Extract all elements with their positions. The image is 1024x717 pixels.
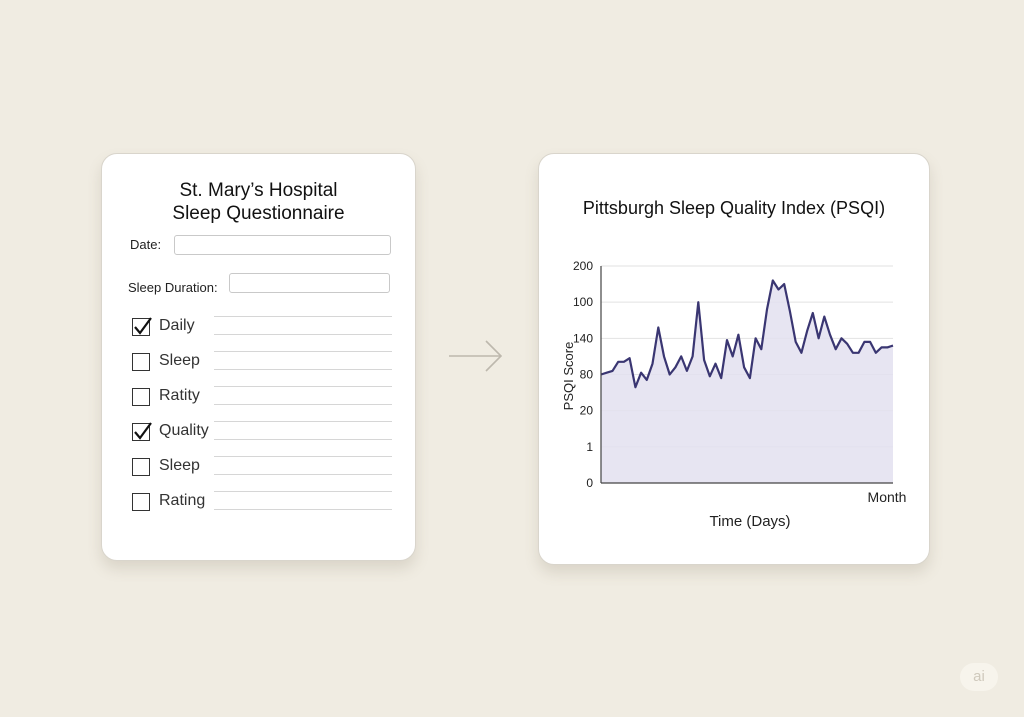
y-tick-label: 0: [586, 476, 593, 490]
y-tick-label: 20: [580, 404, 594, 418]
y-tick-label: 100: [573, 295, 593, 309]
date-input[interactable]: [174, 235, 391, 255]
form-title-line2: Sleep Questionnaire: [172, 203, 345, 224]
checklist-item: Daily: [132, 316, 392, 340]
y-axis-label: PSQI Score: [561, 342, 576, 411]
checklist-item: Rating: [132, 491, 392, 515]
questionnaire-card: St. Mary’s Hospital Sleep Questionnaire …: [101, 153, 416, 561]
ai-badge: ai: [960, 663, 998, 691]
checkbox[interactable]: [132, 458, 150, 476]
x-axis-label: Time (Days): [709, 513, 790, 530]
sleep-duration-input[interactable]: [229, 273, 390, 293]
form-title-line1: St. Mary’s Hospital: [179, 180, 338, 201]
answer-line: [214, 316, 392, 335]
answer-line: [214, 351, 392, 370]
checkbox-label: Sleep: [159, 457, 200, 474]
arrow-right-icon: [449, 340, 503, 372]
y-tick-label: 200: [573, 259, 593, 273]
checklist-item: Ratity: [132, 386, 392, 410]
checkbox-label: Ratity: [159, 387, 200, 404]
checkbox-label: Daily: [159, 317, 195, 334]
chart-card: Pittsburgh Sleep Quality Index (PSQI) 0 1…: [538, 153, 930, 565]
answer-line: [214, 421, 392, 440]
y-tick-label: 1: [586, 440, 593, 454]
checkbox[interactable]: [132, 422, 152, 441]
checkbox[interactable]: [132, 353, 150, 371]
answer-line: [214, 491, 392, 510]
area-fill: [601, 280, 893, 483]
checkbox[interactable]: [132, 388, 150, 406]
sleep-duration-label: Sleep Duration:: [128, 280, 218, 295]
psqi-chart: 0 1 20 80 140 100 200 PSQI Score Time (Days) M…: [561, 259, 907, 530]
date-label: Date:: [130, 237, 162, 252]
checkmark-icon: [134, 317, 152, 335]
checkbox[interactable]: [132, 493, 150, 511]
checkbox[interactable]: [132, 317, 152, 336]
checklist-item: Sleep: [132, 456, 392, 480]
answer-line: [214, 386, 392, 405]
checkbox-label: Sleep: [159, 352, 200, 369]
y-tick-label: 140: [573, 331, 593, 345]
chart-title: Pittsburgh Sleep Quality Index (PSQI): [582, 198, 886, 218]
series-line: [600, 279, 894, 389]
checklist-item: Quality: [132, 421, 392, 445]
x-end-label: Month: [868, 489, 907, 505]
checkbox-label: Quality: [159, 422, 209, 439]
checklist-item: Sleep: [132, 351, 392, 375]
y-tick-label: 80: [580, 368, 594, 382]
answer-line: [214, 456, 392, 475]
checkbox-label: Rating: [159, 492, 206, 509]
checkmark-icon: [134, 422, 152, 440]
